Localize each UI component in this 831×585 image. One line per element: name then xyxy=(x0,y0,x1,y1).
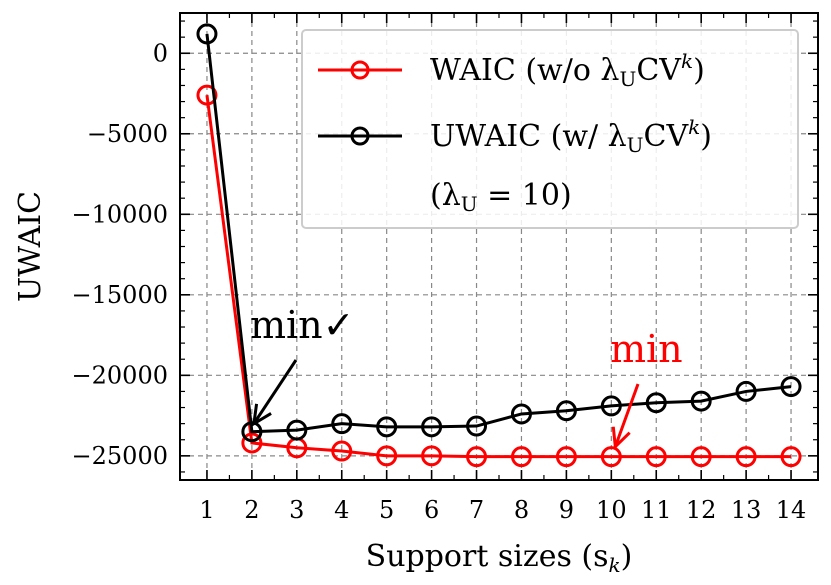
legend-label-waic: WAIC (w/o λUCVk) xyxy=(430,49,705,91)
y-tick-label: −10000 xyxy=(72,200,168,228)
series-1-point xyxy=(196,23,218,45)
series-0-point xyxy=(555,446,577,468)
x-tick-label: 13 xyxy=(731,496,762,524)
tick-labels: 1 2 3 4 5 6 7 8 9 10 11 12 13 140−5000−10000−15000−20… xyxy=(72,39,807,524)
x-tick-label: 5 xyxy=(379,496,394,524)
series-1-point xyxy=(466,415,488,437)
series-1-point xyxy=(555,400,577,422)
annotation-min-check: min✓ xyxy=(250,303,355,347)
legend-entry-waic: WAIC (w/o λUCVk) xyxy=(318,49,705,91)
series-0-point xyxy=(421,445,443,467)
series-0-point xyxy=(510,446,532,468)
series-1-point xyxy=(645,392,667,414)
x-tick-label: 3 xyxy=(289,496,304,524)
annotation-layer: min✓ min xyxy=(250,303,683,450)
series-1-point xyxy=(735,380,757,402)
series-1-point xyxy=(421,416,443,438)
y-tick-label: −20000 xyxy=(72,361,168,389)
x-tick-label: 9 xyxy=(559,496,574,524)
x-axis-title: Support sizes (sk) xyxy=(366,539,633,577)
series-1-point xyxy=(690,390,712,412)
x-tick-label: 4 xyxy=(334,496,349,524)
series-1-point xyxy=(331,413,353,435)
series-0-point xyxy=(690,446,712,468)
series-0-point xyxy=(376,445,398,467)
annotation-arrowhead-red xyxy=(611,426,631,450)
y-axis-title: UWAIC xyxy=(13,191,48,302)
x-tick-label: 10 xyxy=(596,496,627,524)
legend-entry-uwaic: UWAIC (w/ λUCVk) xyxy=(318,115,712,157)
annotation-min-red: min xyxy=(610,327,683,371)
series-1-point xyxy=(600,395,622,417)
legend-marker-waic xyxy=(350,60,370,80)
series-0-point xyxy=(466,446,488,468)
series-1-point xyxy=(510,403,532,425)
x-tick-label: 2 xyxy=(244,496,259,524)
legend-note-lambda: (λU = 10) xyxy=(430,178,572,216)
x-tick-label: 6 xyxy=(424,496,439,524)
series-1-point xyxy=(286,419,308,441)
legend-marker-uwaic xyxy=(350,126,370,146)
annotation-arrowhead-black xyxy=(251,403,272,427)
y-tick-label: −15000 xyxy=(72,281,168,309)
y-tick-label: −5000 xyxy=(87,120,168,148)
x-tick-label: 8 xyxy=(514,496,529,524)
legend-box xyxy=(301,29,799,229)
series-0-point xyxy=(735,446,757,468)
series-layer xyxy=(196,23,802,468)
x-tick-label: 11 xyxy=(641,496,672,524)
x-tick-label: 12 xyxy=(686,496,717,524)
x-tick-label: 7 xyxy=(469,496,484,524)
x-tick-label: 1 xyxy=(199,496,214,524)
axis-ticks xyxy=(180,13,818,480)
annotation-arrow-red xyxy=(613,383,640,448)
series-1-point xyxy=(780,376,802,398)
series-0-point xyxy=(780,446,802,468)
series-0-point xyxy=(600,446,622,468)
y-tick-label: −25000 xyxy=(72,442,168,470)
series-1-point xyxy=(241,421,263,443)
series-0-point xyxy=(196,84,218,106)
series-0-point xyxy=(645,446,667,468)
annotation-arrow-black xyxy=(252,359,298,425)
y-tick-label: 0 xyxy=(153,39,168,67)
series-0-point xyxy=(331,440,353,462)
legend-label-uwaic: UWAIC (w/ λUCVk) xyxy=(430,115,712,157)
legend: WAIC (w/o λUCVk) UWAIC (w/ λUCVk) (λU = … xyxy=(301,29,799,229)
series-1-point xyxy=(376,416,398,438)
series-0-point xyxy=(241,432,263,454)
x-tick-label: 14 xyxy=(776,496,807,524)
